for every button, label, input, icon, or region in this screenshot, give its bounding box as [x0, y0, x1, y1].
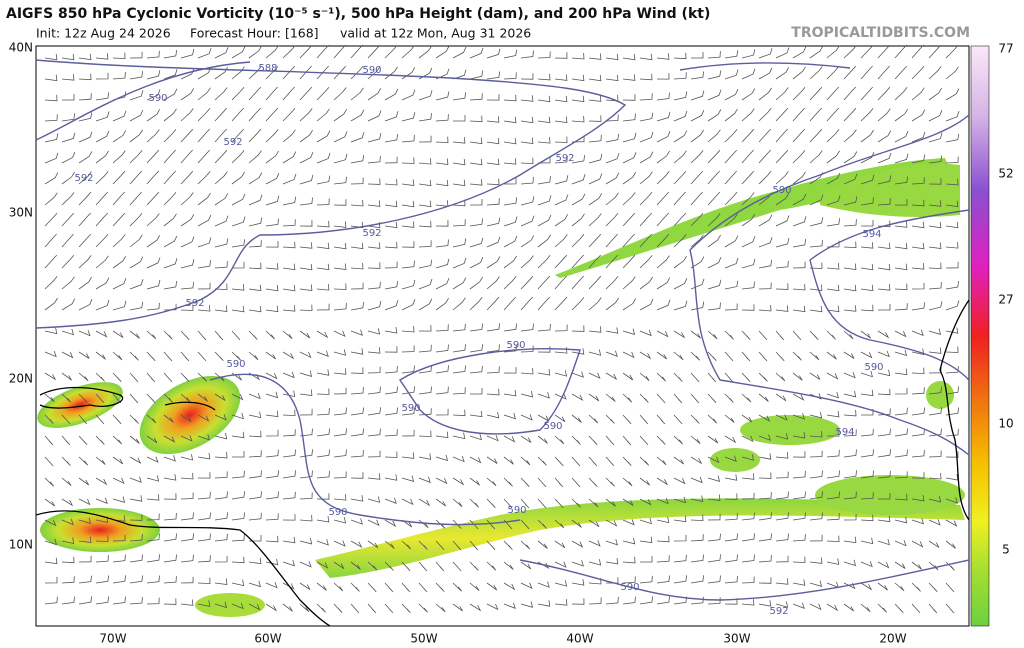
contour-label: 590 [543, 421, 562, 432]
site-label: TROPICALTIDBITS.COM [791, 25, 970, 41]
contour-label: 590 [506, 340, 525, 351]
colorbar [970, 45, 990, 627]
lat-label: 40N [9, 41, 33, 55]
lon-label: 70W [99, 632, 126, 646]
coastline [164, 401, 216, 411]
lon-label: 30W [723, 632, 750, 646]
vorticity-blob [740, 415, 840, 445]
vorticity-blob [710, 448, 760, 472]
lon-label: 50W [410, 632, 437, 646]
coastline [35, 510, 331, 627]
contour-label: 590 [148, 93, 167, 104]
lon-label: 60W [254, 632, 281, 646]
contour [809, 209, 970, 381]
title: AIGFS 850 hPa Cyclonic Vorticity (10⁻⁵ s… [6, 6, 710, 22]
contour-label: 592 [555, 153, 574, 164]
vorticity-blob [195, 593, 265, 617]
contour-label: 592 [223, 137, 242, 148]
contour-label: 590 [328, 507, 347, 518]
contour [519, 559, 970, 601]
lon-label: 20W [879, 632, 906, 646]
contour [209, 373, 521, 526]
wind-barbs [44, 44, 960, 614]
contour-label: 588 [258, 63, 277, 74]
colorbar-label: 52 [998, 167, 1013, 181]
contour-label: 592 [74, 173, 93, 184]
contour-label: 590 [620, 582, 639, 593]
contour-label: 590 [362, 65, 381, 76]
height-contours [35, 59, 970, 601]
vorticity-blob [139, 375, 241, 455]
contour [35, 59, 627, 329]
vorticity-blob [926, 381, 954, 409]
contour-label: 590 [772, 185, 791, 196]
forecast-hour: Forecast Hour: [168] [190, 26, 319, 41]
colorbar-label: 5 [1002, 543, 1010, 557]
contour [689, 114, 970, 456]
map-area: 588 590 590 592 592 592 592 592 590 590 590 590 590 5… [35, 44, 970, 627]
coastline [39, 386, 124, 409]
contour-label: 592 [362, 228, 381, 239]
colorbar-label: 27 [998, 293, 1013, 307]
lat-label: 30N [9, 206, 33, 220]
contour-label: 592 [769, 606, 788, 617]
contour-label: 590 [401, 403, 420, 414]
lat-label: 20N [9, 372, 33, 386]
colorbar-label: 77 [998, 42, 1013, 56]
coastlines [35, 299, 970, 627]
init: Init: 12z Aug 24 2026 [36, 26, 171, 41]
contour-label: 590 [226, 359, 245, 370]
coastline [939, 299, 970, 521]
lat-label: 10N [9, 538, 33, 552]
contour [679, 62, 851, 71]
lon-label: 40W [566, 632, 593, 646]
contour-label: 592 [185, 298, 204, 309]
valid-time: valid at 12z Mon, Aug 31 2026 [340, 26, 531, 41]
vorticity-blob [37, 382, 123, 428]
colorbar-label: 10 [998, 417, 1013, 431]
contour [35, 61, 251, 141]
contour-label: 594 [862, 229, 881, 240]
contour [399, 348, 581, 435]
vorticity-band [820, 163, 960, 217]
contour-label: 590 [864, 362, 883, 373]
contour-label: 594 [835, 427, 854, 438]
contour-label: 590 [507, 505, 526, 516]
